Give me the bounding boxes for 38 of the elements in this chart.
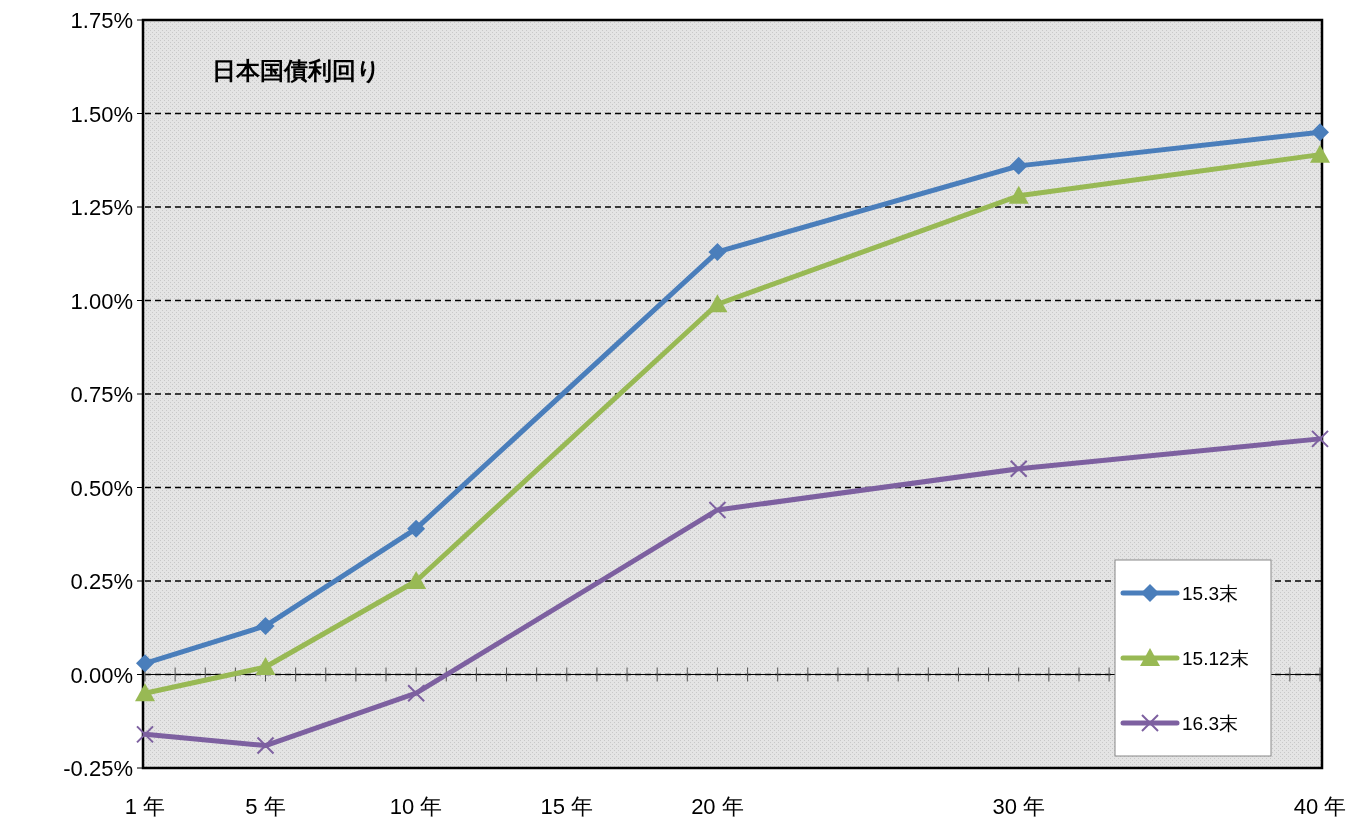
point [708, 500, 727, 519]
y-tick-label: 0.75% [70, 382, 133, 407]
point [708, 242, 727, 261]
y-tick-label: 1.50% [70, 101, 133, 127]
point [1311, 123, 1329, 142]
y-tick-label: 0.50% [70, 475, 133, 501]
y-tick-label: 1.75% [70, 8, 133, 33]
legend-label: 16.3末 [1182, 713, 1238, 734]
y-tick-label: 0.00% [70, 662, 133, 688]
point [1008, 185, 1029, 204]
y-tick-label: 1.25% [70, 195, 133, 220]
x-tick-label: 40 年 [1293, 794, 1347, 819]
y-tick-label: 0.25% [70, 569, 133, 594]
point [406, 571, 427, 589]
point [136, 725, 154, 744]
point [1009, 459, 1028, 478]
point [1009, 156, 1028, 175]
legend-label: 15.12末 [1182, 648, 1249, 669]
point [407, 519, 426, 538]
point [1311, 429, 1329, 448]
y-tick-label: -0.25% [63, 756, 133, 781]
point [255, 657, 276, 676]
point [256, 736, 275, 755]
point [707, 294, 728, 313]
x-tick-label: 15 年 [540, 794, 594, 819]
text: 日本国債利回り [212, 57, 381, 84]
legend-label: 15.3末 [1182, 583, 1238, 604]
x-tick-label: 20 年 [691, 794, 744, 819]
x-tick-label: 5 年 [245, 794, 286, 819]
point [256, 616, 275, 635]
point [135, 683, 155, 702]
point [136, 654, 154, 673]
y-tick-label: 1.00% [70, 288, 133, 314]
point [1310, 144, 1330, 163]
x-tick-label: 10 年 [389, 794, 443, 819]
x-tick-label: 1 年 [124, 794, 166, 819]
point [407, 684, 426, 703]
x-tick-label: 30 年 [992, 794, 1046, 819]
